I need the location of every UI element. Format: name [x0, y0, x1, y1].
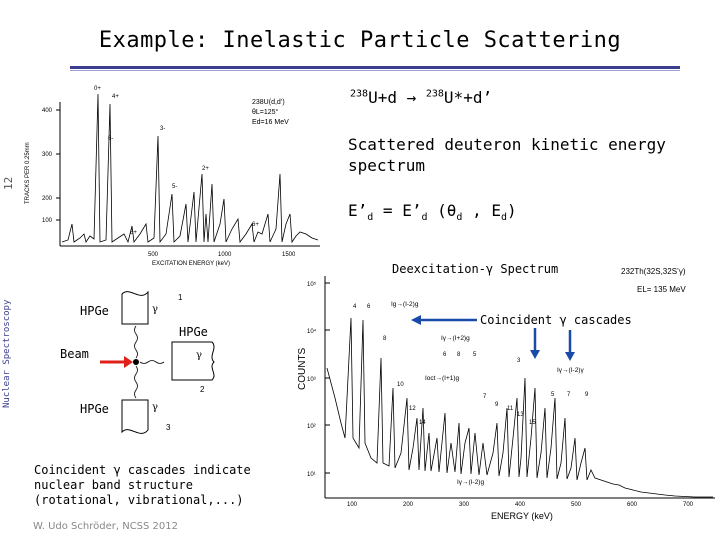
peak-number: 8 [457, 352, 461, 358]
peak-number: 5 [551, 392, 555, 398]
beam-arrow-head-icon [124, 356, 133, 368]
gamma-spectrum-trace [326, 317, 713, 498]
gamma-ray-up [134, 325, 138, 359]
peak-number: 9 [585, 392, 589, 398]
hpge-right-detector [171, 341, 215, 381]
deuteron-xtick-1000: 1000 [218, 252, 232, 258]
slide-footer: W. Udo Schröder, NCSS 2012 [33, 521, 179, 532]
gamma-ray-right [139, 360, 165, 364]
gamma-ytick: 10⁵ [307, 281, 317, 288]
deuteron-energy: Ed=16 MeV [252, 119, 289, 126]
deuteron-spectrum-figure: 400 300 200 100 TRACKS PER 0.25mm 500 10… [20, 74, 325, 269]
slide-number: 12 [2, 176, 15, 190]
title-rule [70, 66, 680, 69]
band-label: Ioct→(I+1)g [425, 375, 460, 382]
scatter-description: Scattered deuteron kinetic energy spectr… [348, 135, 666, 175]
deuteron-spectrum-trace [61, 93, 319, 244]
deuteron-ytick-200: 200 [42, 196, 53, 202]
deuteron-peak-label: 4+ [112, 94, 119, 100]
detector-label-1: 1 [178, 293, 183, 302]
peak-number: 13 [517, 412, 524, 418]
peak-number: 3 [517, 358, 521, 364]
peak-number: 14 [419, 420, 426, 426]
gamma-ytick: 10¹ [307, 472, 316, 478]
deuteron-xtick-1500: 1500 [282, 252, 296, 258]
gamma-ray-down [134, 365, 138, 399]
gamma-ytick: 10⁴ [307, 328, 317, 335]
deuteron-ytick-300: 300 [42, 152, 53, 158]
reaction-equation: 238U+d → 238U*+d’ [350, 88, 493, 107]
detector-diagram: γ γ γ 1 2 3 [100, 290, 215, 434]
deuteron-reaction: 238U(d,d’) [252, 99, 285, 106]
deuteron-peak-label: 6+ [252, 222, 259, 228]
peak-number: 8 [383, 336, 387, 342]
arrow-head-icon [530, 350, 540, 359]
peak-number: 6 [443, 352, 447, 358]
hpge-top-detector [121, 290, 149, 325]
gamma-beam-energy: EL= 135 MeV [637, 285, 686, 294]
deuteron-peak-label: 5- [172, 184, 177, 190]
gamma-reaction: 232Th(32S,32S’γ) [621, 267, 686, 276]
peak-number: 5 [473, 352, 477, 358]
arrow-head-icon [411, 315, 421, 325]
deuteron-xtick-500: 500 [148, 252, 159, 258]
gamma-symbol-bottom: γ [152, 402, 158, 413]
peak-number: 4 [353, 304, 357, 310]
gamma-xtick: 100 [347, 502, 358, 508]
band-label: Iγ→(I-2)γ [557, 367, 584, 374]
detector-label-3: 3 [166, 423, 171, 432]
deuteron-ytick-100: 100 [42, 218, 53, 224]
gamma-symbol-top: γ [152, 304, 158, 315]
gamma-ytick: 10² [307, 424, 316, 430]
peak-number: 15 [529, 420, 536, 426]
deuteron-angle: θL=125° [252, 108, 279, 116]
peak-number: 10 [397, 382, 404, 388]
band-structure-note: Coincident γ cascades indicate nuclear b… [34, 463, 251, 507]
gamma-spectrum-figure: 10⁵ 10⁴ 10³ 10² 10¹ COUNTS 100 200 300 4… [295, 248, 717, 525]
target-icon [133, 359, 139, 365]
deuteron-peak-label: 3- [160, 126, 165, 132]
beam-label: Beam [60, 347, 89, 361]
deuteron-ylabel: TRACKS PER 0.25mm [25, 142, 31, 204]
detector-label-2: 2 [200, 385, 205, 394]
hpge-right-label: HPGe [179, 325, 208, 339]
gamma-xtick: 200 [403, 502, 414, 508]
gamma-symbol-right: γ [196, 350, 202, 361]
band-label: Iγ→(I+2)g [441, 335, 470, 342]
deuteron-peak-label: 0+ [94, 86, 101, 92]
peak-number: 11 [507, 406, 514, 412]
coincident-label-right: Coincident γ cascades [480, 313, 632, 327]
peak-number: 12 [409, 406, 416, 412]
deuteron-xlabel: EXCITATION ENERGY (keV) [152, 261, 230, 267]
peak-number: 6 [367, 304, 371, 310]
slide-title: Example: Inelastic Particle Scattering [98, 28, 622, 53]
gamma-ytick: 10³ [307, 377, 316, 383]
gamma-xlabel: ENERGY (keV) [491, 511, 553, 521]
gamma-xtick: 300 [459, 502, 470, 508]
hpge-bottom-label: HPGe [80, 402, 109, 416]
peak-number: 9 [495, 402, 499, 408]
peak-number: 7 [483, 394, 487, 400]
gamma-xtick: 500 [571, 502, 582, 508]
gamma-xtick: 400 [515, 502, 526, 508]
hpge-top-label: HPGe [80, 304, 109, 318]
arrow-head-icon [565, 352, 575, 361]
deuteron-peak-label: 6- [108, 136, 113, 142]
gamma-ylabel: COUNTS [297, 347, 308, 390]
title-rule-thin [70, 70, 680, 71]
band-label: Ig→(I-2)g [391, 301, 419, 308]
deexcitation-label: Deexcitation-γ Spectrum [392, 262, 559, 276]
hpge-bottom-detector [121, 399, 149, 434]
deuteron-peak-label: 8+ [130, 230, 137, 236]
gamma-xtick: 700 [683, 502, 694, 508]
gamma-xtick: 600 [627, 502, 638, 508]
band-label: Iγ→(I-2)g [457, 479, 484, 486]
section-label: Nuclear Spectroscopy [2, 299, 12, 408]
peak-number: 7 [567, 392, 571, 398]
energy-relation: E’d = E’d (θd , Ed) [348, 201, 517, 224]
deuteron-peak-label: 2+ [202, 166, 209, 172]
deuteron-ytick-400: 400 [42, 108, 53, 114]
